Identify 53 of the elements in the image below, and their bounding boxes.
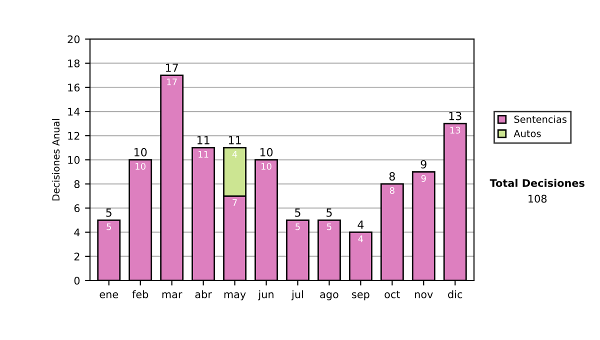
total-label: 11 xyxy=(197,136,210,144)
y-axis-title: Decisiones Anual xyxy=(52,119,60,200)
legend-label: Autos xyxy=(514,130,541,138)
data-label: 9 xyxy=(421,175,426,182)
total-label: 13 xyxy=(449,112,462,120)
y-tick-label: 10 xyxy=(68,156,80,164)
data-label: 13 xyxy=(450,126,460,134)
data-label: 11 xyxy=(198,151,208,158)
total-label: 8 xyxy=(389,172,395,181)
x-tick-label: ago xyxy=(320,292,338,300)
total-label: 9 xyxy=(420,160,426,169)
x-tick-label: nov xyxy=(415,292,433,298)
x-tick-label: sep xyxy=(352,292,370,300)
data-label: 10 xyxy=(136,162,146,170)
y-tick-label: 0 xyxy=(74,276,80,285)
total-label: 10 xyxy=(260,148,273,156)
data-label: 4 xyxy=(358,236,364,242)
total-label: 5 xyxy=(326,208,332,217)
x-tick-label: dic xyxy=(448,290,462,298)
x-tick-label: feb xyxy=(132,290,148,298)
data-label: 5 xyxy=(327,223,332,230)
data-label: 17 xyxy=(167,78,177,86)
x-tick-label: jul xyxy=(291,290,303,300)
x-tick-label: jun xyxy=(258,290,274,300)
x-tick-label: oct xyxy=(384,290,400,298)
text: Total Decisiones xyxy=(490,178,584,187)
y-tick-label: 20 xyxy=(68,35,80,44)
text: 108 xyxy=(528,194,547,203)
data-label: 4 xyxy=(232,151,238,158)
y-tick-label: 16 xyxy=(68,84,80,92)
y-tick-label: 12 xyxy=(68,132,80,140)
y-tick-label: 14 xyxy=(68,108,80,116)
total-label: 11 xyxy=(228,136,241,144)
total-label: 10 xyxy=(134,148,147,156)
y-tick-label: 4 xyxy=(74,228,80,236)
y-tick-label: 2 xyxy=(74,252,80,260)
data-label: 5 xyxy=(296,223,300,230)
data-label: 7 xyxy=(232,199,237,206)
total-label: 4 xyxy=(358,220,364,229)
legend-label: Sentencias xyxy=(514,115,567,123)
total-label: 5 xyxy=(295,208,300,217)
y-tick-label: 18 xyxy=(68,59,80,68)
y-tick-label: 8 xyxy=(74,180,80,188)
x-tick-label: abr xyxy=(195,290,212,298)
x-tick-label: mar xyxy=(162,292,182,298)
x-tick-label: may xyxy=(224,292,246,300)
data-label: 5 xyxy=(106,223,111,230)
y-tick-label: 6 xyxy=(74,204,80,212)
total-label: 5 xyxy=(106,208,112,217)
x-tick-label: ene xyxy=(100,292,118,298)
data-label: 8 xyxy=(390,187,394,194)
total-label: 17 xyxy=(166,64,178,72)
data-label: 10 xyxy=(262,162,272,170)
